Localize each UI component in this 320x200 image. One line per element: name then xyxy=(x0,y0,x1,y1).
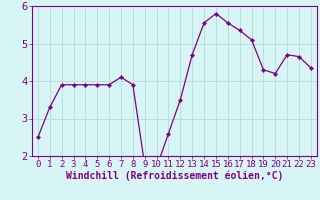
X-axis label: Windchill (Refroidissement éolien,°C): Windchill (Refroidissement éolien,°C) xyxy=(66,171,283,181)
